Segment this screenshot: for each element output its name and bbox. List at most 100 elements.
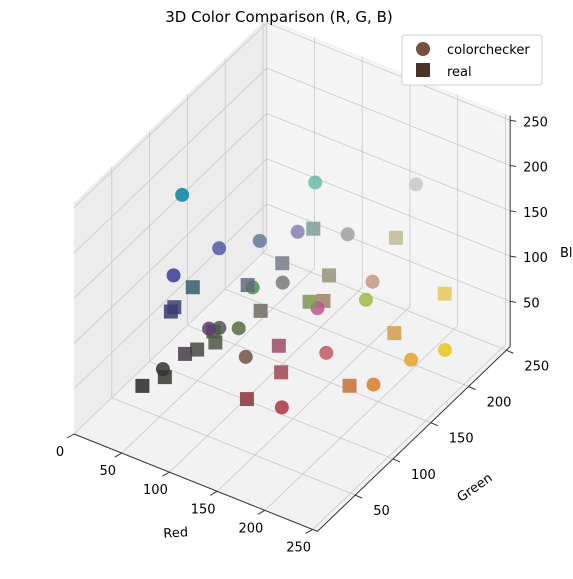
x-tick (162, 471, 170, 477)
legend-label-colorchecker: colorchecker (447, 43, 530, 58)
grid-line (264, 325, 458, 511)
data-point-colorchecker (252, 233, 267, 248)
x-tick-label: 200 (238, 521, 263, 536)
data-point-colorchecker (166, 268, 181, 283)
data-point-real (163, 304, 178, 319)
grid-line (266, 158, 511, 257)
data-point-real (271, 338, 286, 353)
data-point-colorchecker (366, 377, 381, 392)
data-point-colorchecker (231, 321, 246, 336)
data-points (135, 122, 504, 415)
grid-line (266, 22, 511, 121)
grid-line (266, 67, 511, 166)
z-tick-label: 250 (523, 115, 548, 130)
data-point-real (387, 326, 402, 341)
grid-line (111, 397, 356, 496)
data-point-colorchecker (275, 275, 290, 290)
data-point-colorchecker (437, 342, 452, 357)
z-tick-label: 50 (523, 296, 540, 311)
grid-line (121, 268, 315, 454)
z-tick (510, 210, 517, 213)
z-tick-label: 200 (523, 161, 548, 176)
data-point-colorchecker (358, 292, 373, 307)
data-point-colorchecker (274, 400, 289, 415)
x-tick-label: 100 (143, 483, 168, 498)
legend-marker-real (416, 63, 430, 77)
data-point-real (240, 278, 255, 293)
y-tick (430, 422, 438, 427)
data-point-real (208, 335, 223, 350)
grid-line (149, 361, 394, 460)
y-tick (506, 349, 514, 354)
y-axis-label: Green (455, 471, 496, 506)
data-point-colorchecker (238, 349, 253, 364)
data-point-colorchecker (482, 124, 497, 139)
legend-box (401, 34, 543, 86)
y-tick (468, 386, 476, 390)
x-tick (209, 490, 218, 496)
data-point-colorchecker (409, 177, 424, 192)
x-tick-label: 150 (191, 502, 216, 517)
axis-lines (73, 115, 511, 532)
data-point-colorchecker (175, 187, 190, 202)
data-point-colorchecker (340, 227, 355, 242)
x-tick-label: 0 (56, 445, 64, 460)
pane-back-wall (266, 18, 511, 347)
grid-line (266, 203, 511, 302)
grid-line (312, 344, 506, 530)
grid-line (169, 287, 363, 473)
z-tick (510, 165, 517, 168)
x-tick (257, 509, 266, 515)
data-point-colorchecker (155, 362, 170, 377)
data-point-colorchecker (212, 241, 227, 256)
grid-line (73, 22, 268, 208)
z-axis-label: Bl (560, 246, 573, 261)
grid-line (266, 113, 511, 212)
data-point-real (388, 230, 403, 245)
grid-line (73, 113, 268, 299)
x-tick (114, 452, 122, 458)
y-tick (354, 494, 363, 499)
data-point-colorchecker (365, 274, 380, 289)
z-tick (510, 119, 517, 122)
x-tick (66, 433, 75, 439)
grid-line (73, 67, 268, 254)
z-tick (510, 255, 517, 258)
x-tick-label: 50 (99, 464, 116, 479)
x-tick (305, 529, 313, 534)
y-tick (392, 458, 401, 463)
data-point-colorchecker (404, 352, 419, 367)
x-axis-line (73, 433, 318, 532)
data-point-real (185, 280, 200, 295)
y-tick-label: 50 (373, 504, 390, 519)
data-point-real (437, 286, 452, 301)
data-point-real (239, 392, 254, 407)
data-point-real (178, 346, 193, 361)
tick-labels: 0 50 100 150 200 250 50 100 150 200 250 50 100 150 200… (56, 115, 549, 555)
y-tick-label: 200 (487, 395, 512, 410)
x-tick-label: 250 (286, 540, 311, 555)
y-tick-label: 150 (449, 432, 474, 447)
x-axis-label: Red (163, 525, 189, 542)
data-point-real (306, 221, 321, 236)
axis-panes (74, 18, 511, 532)
z-tick (510, 300, 517, 303)
data-point-real (302, 294, 317, 309)
legend: colorchecker real (401, 34, 543, 86)
grid-line (73, 158, 268, 344)
data-point-colorchecker (319, 345, 334, 360)
grid-line (216, 306, 411, 492)
data-point-colorchecker (202, 321, 217, 336)
legend-marker-colorchecker (416, 42, 430, 56)
data-point-real (342, 378, 357, 393)
data-point-real (274, 365, 289, 380)
z-tick-label: 100 (523, 251, 548, 266)
y-tick-label: 100 (411, 468, 436, 483)
data-point-colorchecker (308, 175, 323, 190)
data-point-real (190, 342, 205, 357)
z-tick-label: 150 (523, 206, 548, 221)
grid-line (262, 252, 507, 351)
pane-floor (74, 249, 511, 532)
grid-line (187, 324, 431, 424)
